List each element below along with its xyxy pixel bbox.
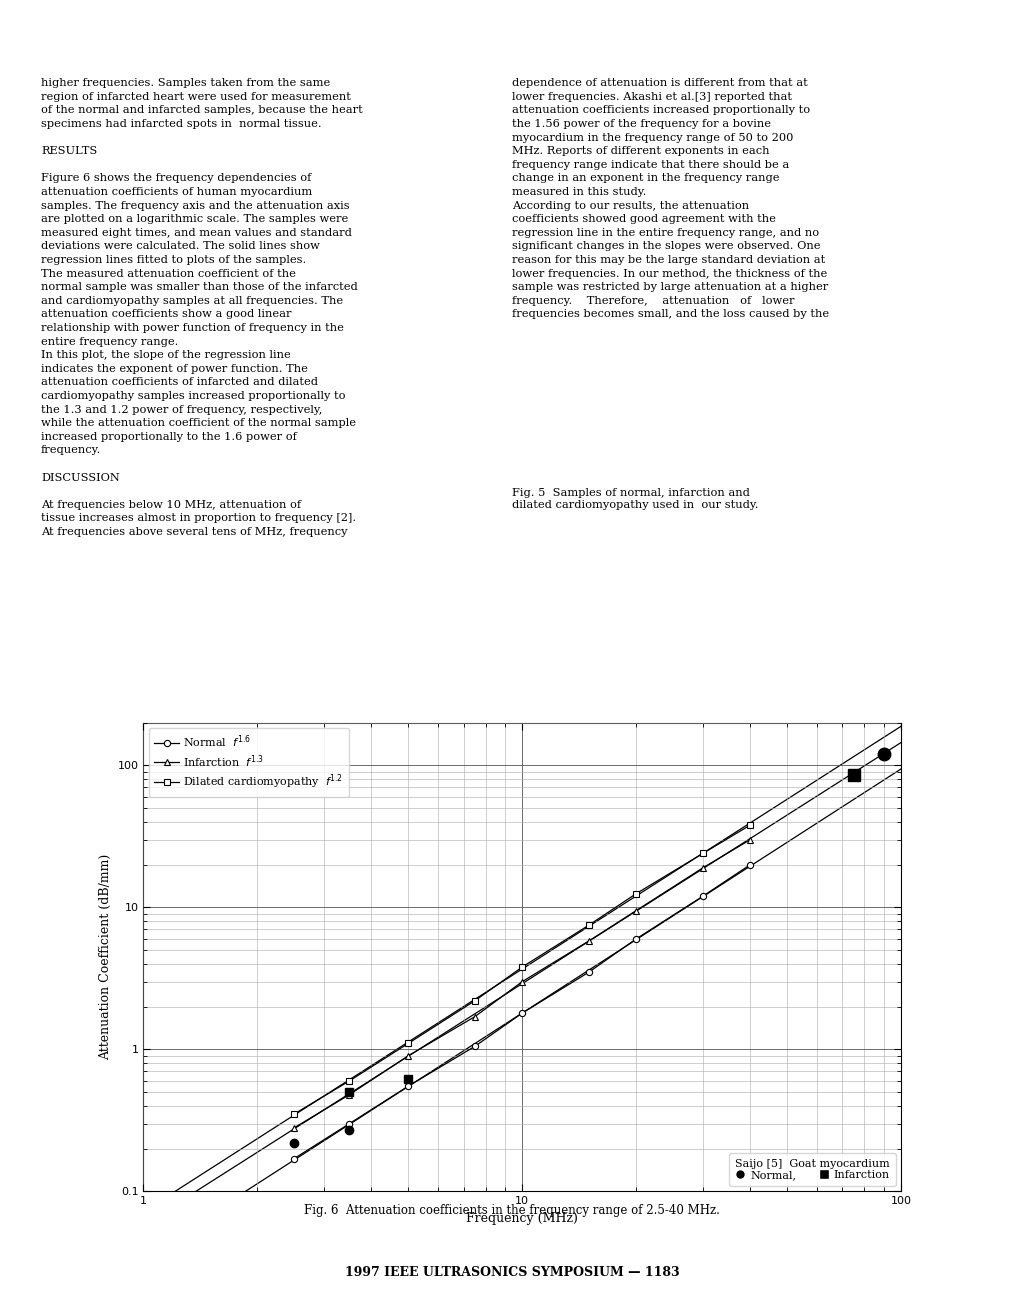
Infarction  $f^{1.3}$ [288,1120,300,1135]
Normal  $f^{1.6}$ [516,1005,528,1021]
Y-axis label: Attenuation Coefficient (dB/mm): Attenuation Coefficient (dB/mm) [99,854,112,1060]
Normal  $f^{1.6}$ [402,1078,415,1094]
Normal  $f^{1.6}$ [469,1039,481,1055]
Dilated cardiomyopathy  $f^{1.2}$ [583,918,595,934]
Dilated cardiomyopathy  $f^{1.2}$ [516,960,528,975]
Dilated cardiomyopathy  $f^{1.2}$ [630,885,642,901]
Text: Fig. 6  Attenuation coefficients in the frequency range of 2.5-40 MHz.: Fig. 6 Attenuation coefficients in the f… [304,1204,720,1217]
Infarction  $f^{1.3}$ [697,859,710,875]
Line: Normal  $f^{1.6}$: Normal $f^{1.6}$ [291,862,754,1161]
Normal  $f^{1.6}$ [288,1151,300,1167]
Line: Infarction  $f^{1.3}$: Infarction $f^{1.3}$ [291,836,754,1131]
Normal  $f^{1.6}$ [744,857,757,872]
Dilated cardiomyopathy  $f^{1.2}$ [343,1073,355,1088]
Dilated cardiomyopathy  $f^{1.2}$ [288,1107,300,1122]
Dilated cardiomyopathy  $f^{1.2}$ [402,1035,415,1051]
Text: 1997 IEEE ULTRASONICS SYMPOSIUM — 1183: 1997 IEEE ULTRASONICS SYMPOSIUM — 1183 [345,1266,679,1279]
Dilated cardiomyopathy  $f^{1.2}$ [697,845,710,861]
X-axis label: Frequency (MHz): Frequency (MHz) [466,1212,579,1225]
Legend: Normal,, Infarction: Normal,, Infarction [729,1154,896,1186]
Infarction  $f^{1.3}$ [744,832,757,848]
Infarction  $f^{1.3}$ [343,1087,355,1103]
Text: higher frequencies. Samples taken from the same
region of infarcted heart were u: higher frequencies. Samples taken from t… [41,78,362,536]
Text: dependence of attenuation is different from that at
lower frequencies. Akashi et: dependence of attenuation is different f… [512,78,829,319]
Dilated cardiomyopathy  $f^{1.2}$ [744,818,757,833]
Normal  $f^{1.6}$ [583,965,595,980]
Infarction  $f^{1.3}$ [469,1009,481,1025]
Normal  $f^{1.6}$ [343,1116,355,1131]
Normal  $f^{1.6}$ [630,931,642,947]
Infarction  $f^{1.3}$ [402,1048,415,1064]
Text: Fig. 5  Samples of normal, infarction and
dilated cardiomyopathy used in  our st: Fig. 5 Samples of normal, infarction and… [512,488,759,510]
Infarction  $f^{1.3}$ [630,902,642,918]
Normal  $f^{1.6}$ [697,888,710,904]
Infarction  $f^{1.3}$ [583,934,595,949]
Dilated cardiomyopathy  $f^{1.2}$ [469,993,481,1009]
Line: Dilated cardiomyopathy  $f^{1.2}$: Dilated cardiomyopathy $f^{1.2}$ [291,822,754,1117]
Infarction  $f^{1.3}$ [516,974,528,990]
